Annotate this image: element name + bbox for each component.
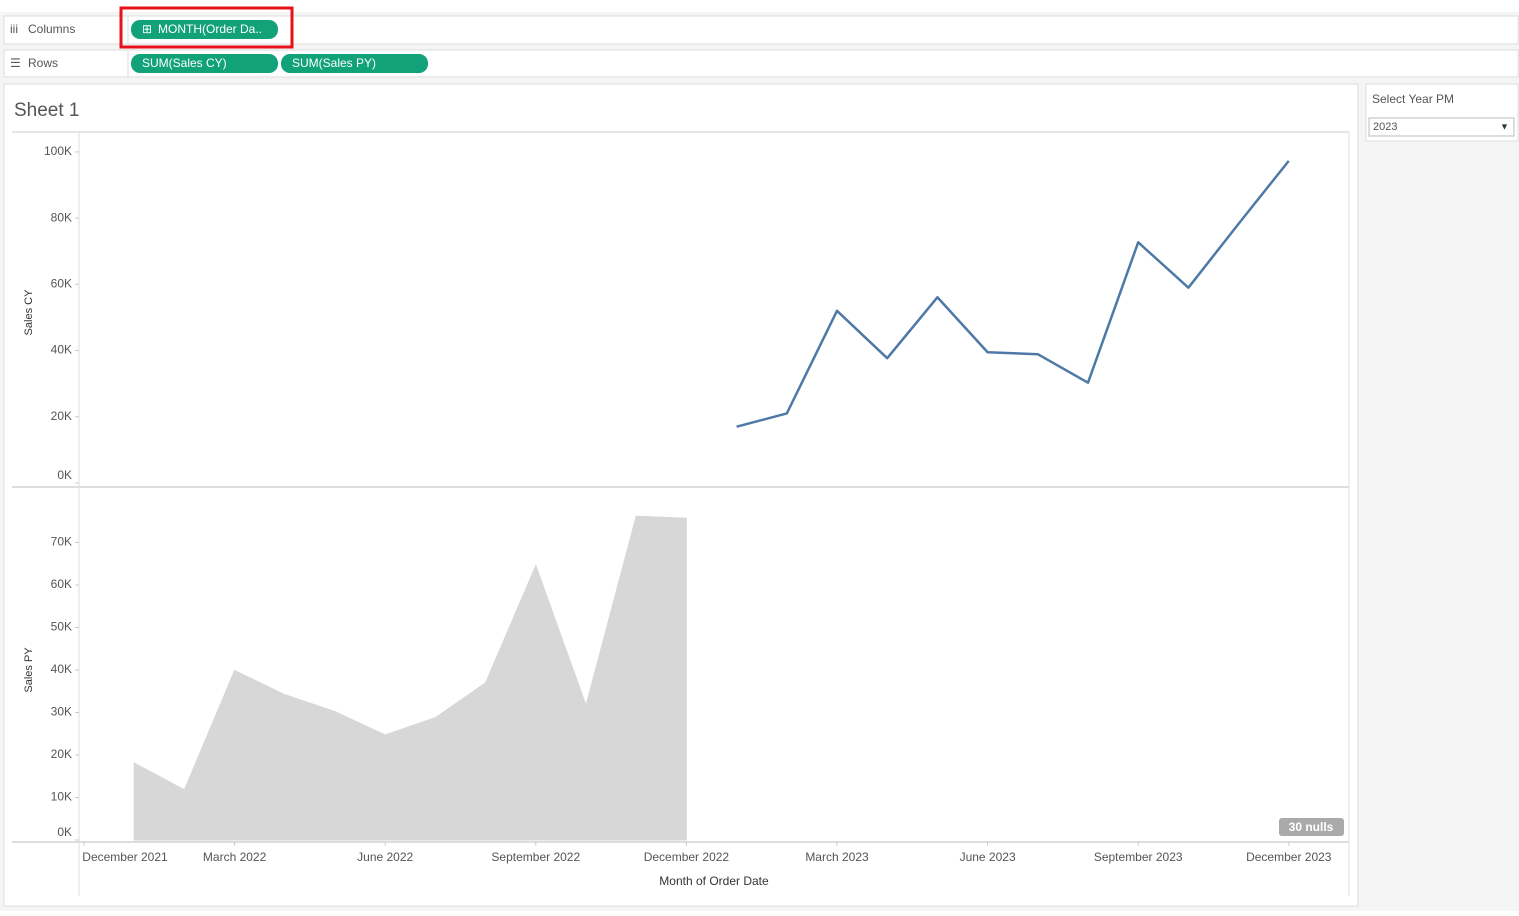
y-tick-label: 50K <box>51 620 72 634</box>
area <box>133 515 687 841</box>
x-tick-label: March 2023 <box>805 850 869 864</box>
x-tick-label: September 2022 <box>491 850 580 864</box>
filter-dropdown[interactable] <box>1368 117 1515 137</box>
rows-label: Rows <box>28 56 58 70</box>
x-tick-label: March 2022 <box>203 850 267 864</box>
rows-pill[interactable] <box>131 54 278 73</box>
x-tick-label: December 2021 <box>82 850 168 864</box>
x-tick-label: December 2023 <box>1246 850 1332 864</box>
columns-pill[interactable] <box>131 20 278 39</box>
nulls-text[interactable]: 30 nulls <box>1289 820 1334 834</box>
y-tick-label: 20K <box>51 409 72 423</box>
y-axis-title: Sales CY <box>23 289 35 336</box>
columns-icon: iii <box>10 22 18 36</box>
y-tick-label: 80K <box>51 210 72 224</box>
y-tick-label: 40K <box>51 662 72 676</box>
dropdown-arrow: ▼ <box>1500 121 1509 131</box>
y-tick-label: 0K <box>57 825 72 839</box>
x-tick-label: June 2023 <box>960 850 1016 864</box>
x-tick-label: June 2022 <box>357 850 413 864</box>
sheet-title: Sheet 1 <box>14 100 80 121</box>
y-tick-label: 100K <box>44 144 72 158</box>
y-tick-label: 0K <box>57 468 72 482</box>
rows-pill-text[interactable]: SUM(Sales CY) <box>142 56 227 70</box>
nulls-badge[interactable] <box>1279 818 1344 836</box>
x-tick-label: September 2023 <box>1094 850 1183 864</box>
filter-value[interactable]: 2023 <box>1373 121 1397 133</box>
rows-icon: ☰ <box>10 56 21 70</box>
x-tick-label: December 2022 <box>644 850 730 864</box>
rows-pill-text[interactable]: SUM(Sales PY) <box>292 56 376 70</box>
highlight-box <box>119 6 294 49</box>
line <box>736 160 1290 428</box>
y-tick-label: 10K <box>51 790 72 804</box>
y-tick-label: 20K <box>51 747 72 761</box>
columns-label: Columns <box>28 22 75 36</box>
y-tick-label: 40K <box>51 343 72 357</box>
y-tick-label: 60K <box>51 277 72 291</box>
toolbar <box>0 0 1519 12</box>
y-tick-label: 60K <box>51 577 72 591</box>
y-axis-title: Sales PY <box>23 647 35 693</box>
rows-pill[interactable] <box>281 54 428 73</box>
pill-icon: ⊞ <box>142 22 152 36</box>
columns-pill-text[interactable]: MONTH(Order Da.. <box>158 22 262 36</box>
filter-title: Select Year PM <box>1372 92 1454 106</box>
x-axis-title: Month of Order Date <box>659 874 769 888</box>
y-tick-label: 30K <box>51 705 72 719</box>
y-tick-label: 70K <box>51 535 72 549</box>
